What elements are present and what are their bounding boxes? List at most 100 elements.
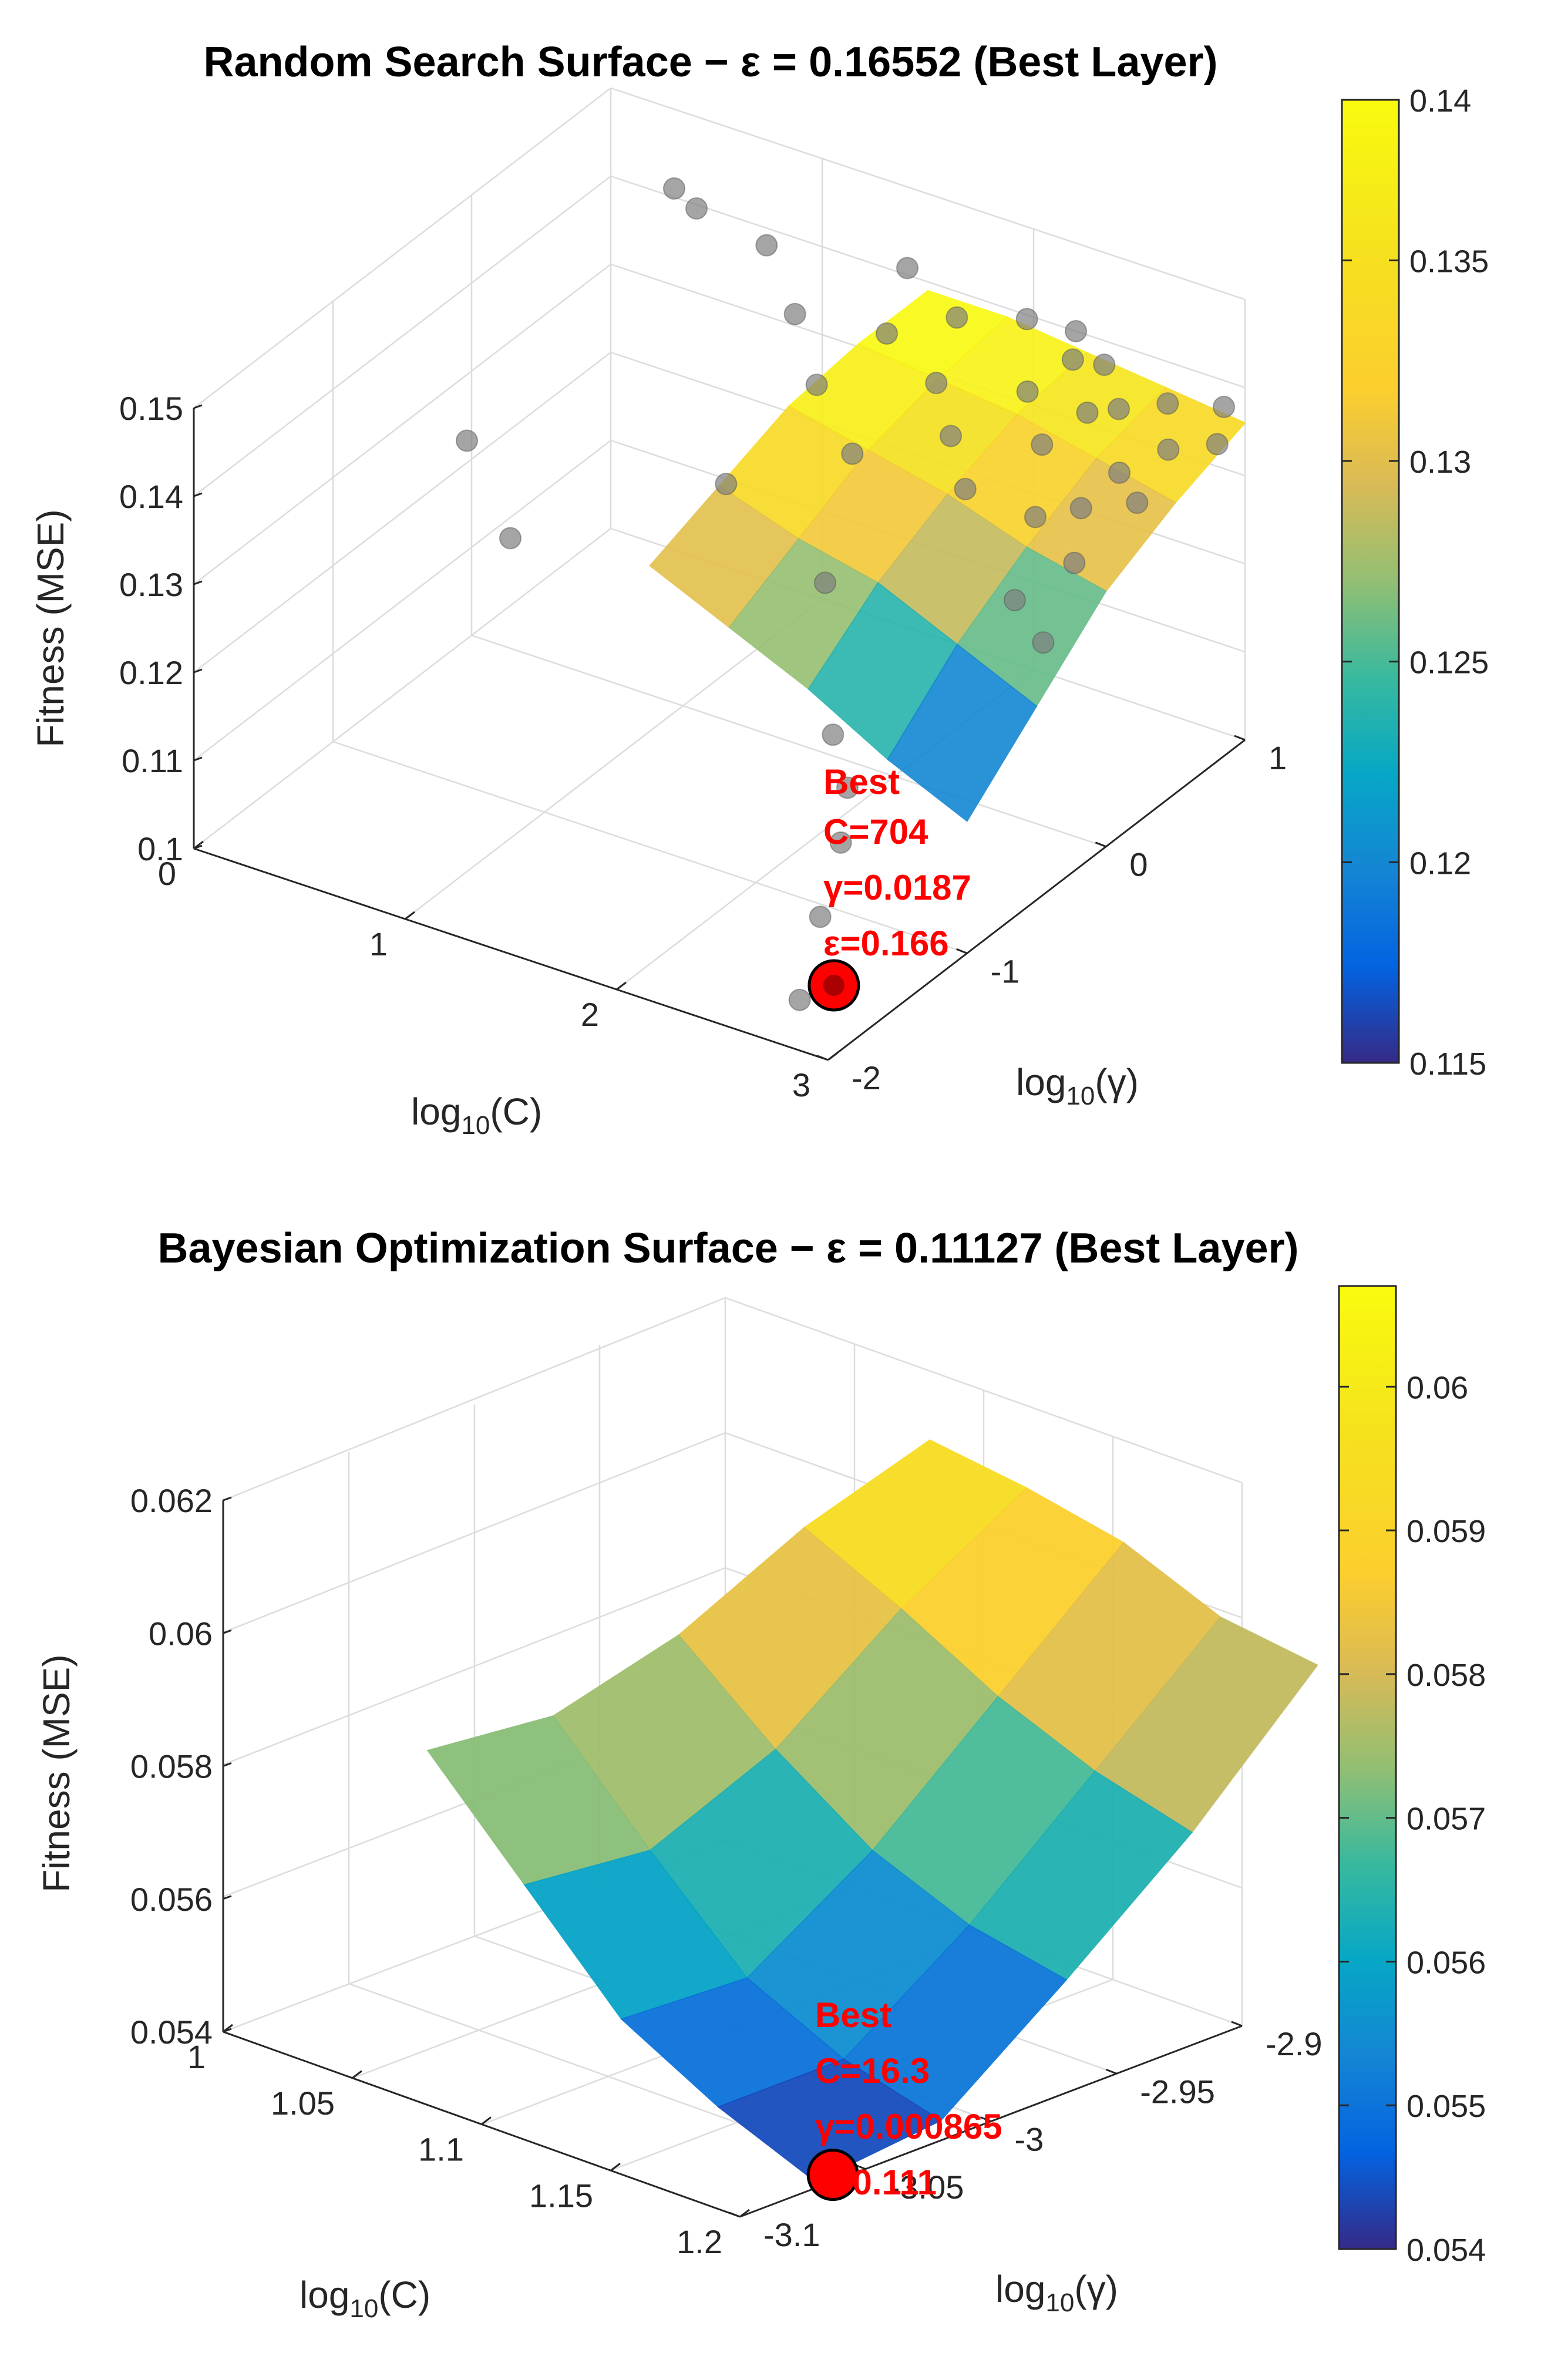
sample-point <box>822 723 844 746</box>
sample-point <box>829 831 852 854</box>
chart1-back-edge-left <box>193 528 611 849</box>
z-tick-label: 0.13 <box>119 566 183 603</box>
x-tick-mark <box>405 911 415 920</box>
surface-patch <box>887 644 1038 822</box>
sample-point <box>1024 506 1047 528</box>
sample-point <box>1108 398 1130 420</box>
chart1-xlabel-base: log <box>411 1090 461 1133</box>
chart1-xlabel: log10(C) <box>411 1090 542 1140</box>
x-tick-label: 1 <box>369 925 388 962</box>
chart1-axes <box>193 408 1246 1061</box>
y-tick-label: -2.9 <box>1266 2025 1323 2062</box>
chart2-xlabel-base: log <box>300 2274 349 2316</box>
chart2-xlabel-sub: 10 <box>349 2294 378 2323</box>
chart1-wall-top <box>193 87 611 409</box>
sample-point <box>1016 380 1039 403</box>
y-tick-mark <box>817 1055 829 1061</box>
random-search-chart: Random Search Surface − ε = 0.16552 (Bes… <box>29 39 1489 1140</box>
sample-point <box>788 988 811 1011</box>
y-tick-label: -3.05 <box>889 2169 964 2206</box>
x-tick-label: 1.05 <box>271 2085 335 2122</box>
chart1-ylabel-arg: (γ) <box>1095 1061 1139 1103</box>
chart2-ylabel-sub: 10 <box>1045 2288 1074 2317</box>
z-tick-label: 0.06 <box>149 1615 213 1652</box>
x-tick-label: 1 <box>187 2038 206 2075</box>
z-tick-mark <box>193 404 203 409</box>
chart1-wall-z1 <box>193 176 611 497</box>
colorbar-tick-label: 0.135 <box>1409 244 1489 279</box>
y-tick-mark <box>956 948 968 954</box>
z-tick-label: 0.14 <box>119 478 183 515</box>
chart1-ylabel: log10(γ) <box>1016 1061 1139 1110</box>
sample-point <box>1156 392 1179 415</box>
sample-point <box>1069 497 1092 520</box>
z-tick-mark <box>193 668 203 674</box>
colorbar-tick-label: 0.055 <box>1407 2089 1486 2124</box>
chart1-wall-top2 <box>610 87 1246 301</box>
sample-point <box>499 527 521 550</box>
sample-point <box>1004 589 1026 611</box>
sample-point <box>814 571 836 594</box>
sample-point <box>1126 492 1149 514</box>
y-tick-mark <box>980 2116 992 2122</box>
y-tick-label: -3 <box>1015 2121 1044 2158</box>
sample-point <box>663 177 685 200</box>
x-tick-mark <box>481 2116 492 2125</box>
bayesian-chart: Bayesian Optimization Surface − ε = 0.11… <box>35 1225 1486 2323</box>
z-tick-mark <box>223 1629 232 1634</box>
chart1-y-ticks: -2 -1 0 1 <box>817 735 1287 1096</box>
x-tick-label: 1.15 <box>529 2177 593 2214</box>
chart2-z-ticks: 0.054 0.056 0.058 0.06 0.062 <box>130 1482 232 2051</box>
x-tick-label: 2 <box>581 996 599 1033</box>
chart1-best-c: C=704 <box>823 812 928 851</box>
sample-point <box>1063 551 1086 574</box>
chart2-ylabel-arg: (γ) <box>1074 2268 1118 2310</box>
y-tick-label: 1 <box>1269 739 1287 776</box>
z-tick-label: 0.15 <box>119 390 183 427</box>
chart1-surface <box>649 289 1246 822</box>
colorbar-tick-label: 0.058 <box>1407 1658 1486 1693</box>
sample-point <box>755 234 778 257</box>
sample-point <box>715 473 738 496</box>
sample-point <box>896 257 918 280</box>
colorbar-tick-label: 0.14 <box>1409 83 1471 119</box>
x-tick-mark <box>223 2024 233 2033</box>
chart2-best-eps: ε=0.111 <box>815 2163 937 2202</box>
chart1-floor-c2 <box>471 634 1106 848</box>
sample-point <box>809 905 832 928</box>
sample-point <box>1065 320 1087 342</box>
chart2-wall-top2 <box>725 1297 1243 1484</box>
chart1-xlabel-sub: 10 <box>461 1111 490 1140</box>
x-tick-mark <box>827 1052 838 1061</box>
x-tick-mark <box>616 981 627 991</box>
x-tick-label: 0 <box>158 855 176 892</box>
chart1-best-gamma: γ=0.0187 <box>823 868 971 907</box>
z-tick-mark <box>223 1496 232 1502</box>
chart2-y-ticks: -3.1 -3.05 -3 -2.95 -2.9 <box>729 2021 1323 2253</box>
sample-point <box>1093 354 1116 376</box>
z-tick-mark <box>193 756 203 762</box>
sample-point <box>1213 396 1235 418</box>
sample-point <box>1061 348 1084 371</box>
chart1-colorbar <box>1341 99 1400 1064</box>
z-tick-label: 0.054 <box>130 2014 213 2051</box>
sample-point <box>1157 438 1180 461</box>
sample-point <box>925 372 948 395</box>
chart1-wall-z3 <box>193 352 611 673</box>
sample-point <box>954 477 977 500</box>
x-tick-label: 3 <box>792 1066 810 1103</box>
x-tick-mark <box>352 2070 362 2079</box>
colorbar-tick-label: 0.06 <box>1407 1370 1468 1405</box>
chart1-wall-z2 <box>193 264 611 585</box>
chart1-best-label: Best <box>823 762 900 802</box>
surface-patch <box>717 2058 943 2183</box>
chart2-xlabel: log10(C) <box>300 2274 430 2323</box>
sample-point <box>685 197 708 220</box>
chart2-best-label: Best <box>815 1995 891 2035</box>
chart1-zlabel: Fitness (MSE) <box>29 509 72 747</box>
y-tick-mark <box>1105 2068 1117 2075</box>
colorbar-tick-label: 0.12 <box>1409 846 1471 881</box>
chart1-z-ticks: 0.1 0.11 0.12 0.13 0.14 0.15 <box>119 390 203 867</box>
y-tick-label: -2.95 <box>1140 2073 1215 2110</box>
